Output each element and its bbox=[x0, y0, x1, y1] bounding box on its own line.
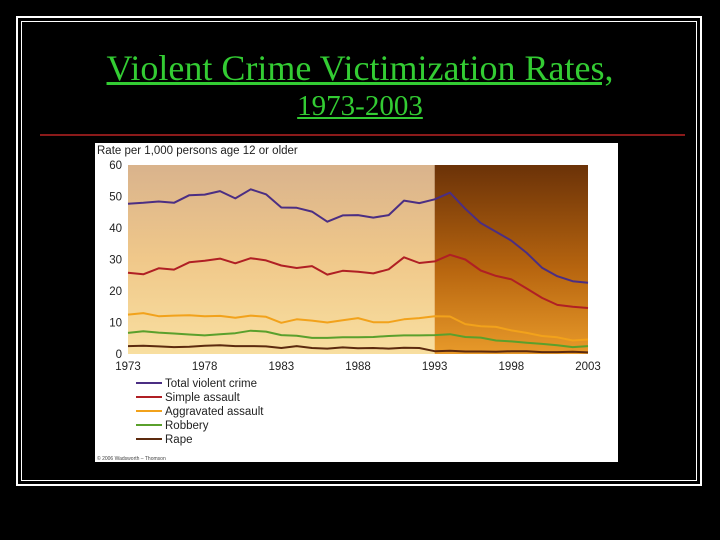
x-tick-label: 2003 bbox=[575, 361, 601, 373]
y-tick-label: 30 bbox=[109, 255, 122, 267]
crime-rate-line-chart: Rate per 1,000 persons age 12 or older 0… bbox=[97, 145, 601, 462]
series-line-rape bbox=[127, 344, 589, 354]
legend-label: Robbery bbox=[165, 420, 209, 432]
slide-inner-border bbox=[21, 21, 697, 481]
x-tick-label: 1973 bbox=[115, 361, 141, 373]
chart-panel: Rate per 1,000 persons age 12 or older 0… bbox=[95, 143, 618, 462]
x-tick-label: 1988 bbox=[345, 361, 371, 373]
y-tick-label: 0 bbox=[116, 349, 122, 361]
slide-subtitle: 1973-2003 bbox=[297, 90, 423, 122]
series-line-simple-assault bbox=[127, 253, 589, 309]
y-tick-label: 50 bbox=[109, 192, 122, 204]
y-tick-label: 60 bbox=[109, 160, 122, 172]
x-tick-label: 1998 bbox=[499, 361, 525, 373]
slide-title: Violent Crime Victimization Rates, bbox=[106, 48, 614, 88]
series-line-total-violent-crime bbox=[127, 188, 589, 284]
legend-label: Simple assault bbox=[165, 392, 241, 404]
legend-label: Aggravated assault bbox=[165, 406, 264, 418]
plot-background-shaded-region bbox=[434, 165, 588, 354]
title-divider bbox=[40, 134, 685, 136]
legend-label: Rape bbox=[165, 434, 193, 446]
plot-background-early bbox=[128, 165, 435, 354]
source-note: © 2006 Wadsworth – Thomson bbox=[97, 455, 166, 462]
legend-label: Total violent crime bbox=[165, 378, 257, 390]
y-tick-label: 10 bbox=[109, 318, 122, 330]
x-tick-label: 1978 bbox=[192, 361, 218, 373]
x-tick-label: 1983 bbox=[269, 361, 295, 373]
series-line-robbery bbox=[127, 329, 589, 349]
y-tick-label: 40 bbox=[109, 223, 122, 235]
y-axis-label: Rate per 1,000 persons age 12 or older bbox=[97, 145, 298, 157]
slide-outer-border bbox=[16, 16, 702, 486]
x-tick-label: 1993 bbox=[422, 361, 448, 373]
y-tick-label: 20 bbox=[109, 286, 122, 298]
series-line-aggravated-assault bbox=[127, 312, 589, 342]
